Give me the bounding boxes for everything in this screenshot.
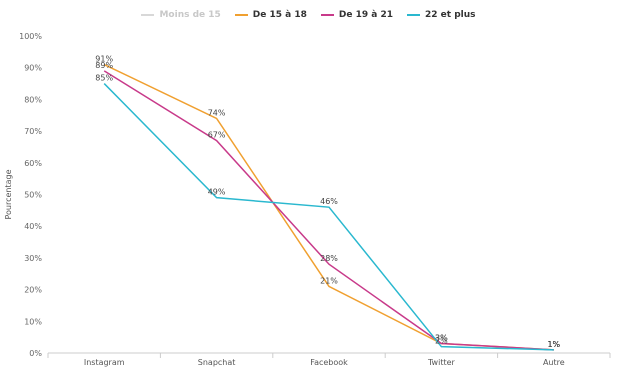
- series-line-2: [103, 70, 554, 351]
- data-label: 2%: [435, 337, 448, 346]
- legend-label: De 19 à 21: [338, 10, 394, 20]
- data-label: 1%: [547, 340, 560, 349]
- legend-item-moins-de-15[interactable]: Moins de 15: [141, 10, 221, 20]
- y-tick-label: 10%: [24, 317, 42, 326]
- x-tick-label: Snapchat: [198, 358, 236, 367]
- y-tick-label: 60%: [24, 159, 42, 168]
- data-label: 74%: [208, 108, 226, 117]
- data-label: 67%: [208, 131, 226, 140]
- data-label: 3%: [435, 333, 448, 342]
- y-tick-label: 50%: [24, 191, 42, 200]
- y-tick-label: 0%: [29, 349, 42, 358]
- legend-swatch: [320, 14, 334, 16]
- legend-label: De 15 à 18: [252, 10, 307, 20]
- legend-swatch: [141, 14, 155, 16]
- data-label: 1%: [547, 340, 560, 349]
- data-label: 1%: [547, 340, 560, 349]
- x-tick-label: Twitter: [427, 358, 456, 367]
- x-tick-label: Autre: [543, 358, 565, 367]
- legend-item-de-15-a-18[interactable]: De 15 à 18: [234, 10, 307, 20]
- legend-label: Moins de 15: [159, 10, 221, 20]
- legend-label: 22 et plus: [425, 10, 476, 20]
- series-line-3: [103, 83, 554, 351]
- legend-swatch: [407, 14, 421, 16]
- legend-item-22-et-plus[interactable]: 22 et plus: [407, 10, 476, 20]
- x-tick-label: Facebook: [310, 358, 348, 367]
- y-tick-label: 70%: [24, 127, 42, 136]
- data-label: 91%: [95, 55, 113, 64]
- data-label: 49%: [208, 188, 226, 197]
- data-label: 85%: [95, 74, 113, 83]
- chart-legend: Moins de 15 De 15 à 18 De 19 à 21 22 et …: [0, 10, 617, 20]
- data-label: 28%: [320, 254, 338, 263]
- y-tick-label: 30%: [24, 254, 42, 263]
- y-tick-label: 90%: [24, 64, 42, 73]
- data-label: 3%: [435, 333, 448, 342]
- y-tick-label: 40%: [24, 222, 42, 231]
- y-tick-label: 100%: [19, 32, 42, 41]
- data-label: 21%: [320, 276, 338, 285]
- data-label: 46%: [320, 197, 338, 206]
- y-tick-label: 20%: [24, 286, 42, 295]
- legend-swatch: [234, 14, 248, 16]
- y-tick-label: 80%: [24, 95, 42, 104]
- y-axis-label: Pourcentage: [4, 169, 13, 219]
- data-label: 89%: [95, 61, 113, 70]
- x-tick-label: Instagram: [84, 358, 125, 367]
- legend-item-de-19-a-21[interactable]: De 19 à 21: [320, 10, 394, 20]
